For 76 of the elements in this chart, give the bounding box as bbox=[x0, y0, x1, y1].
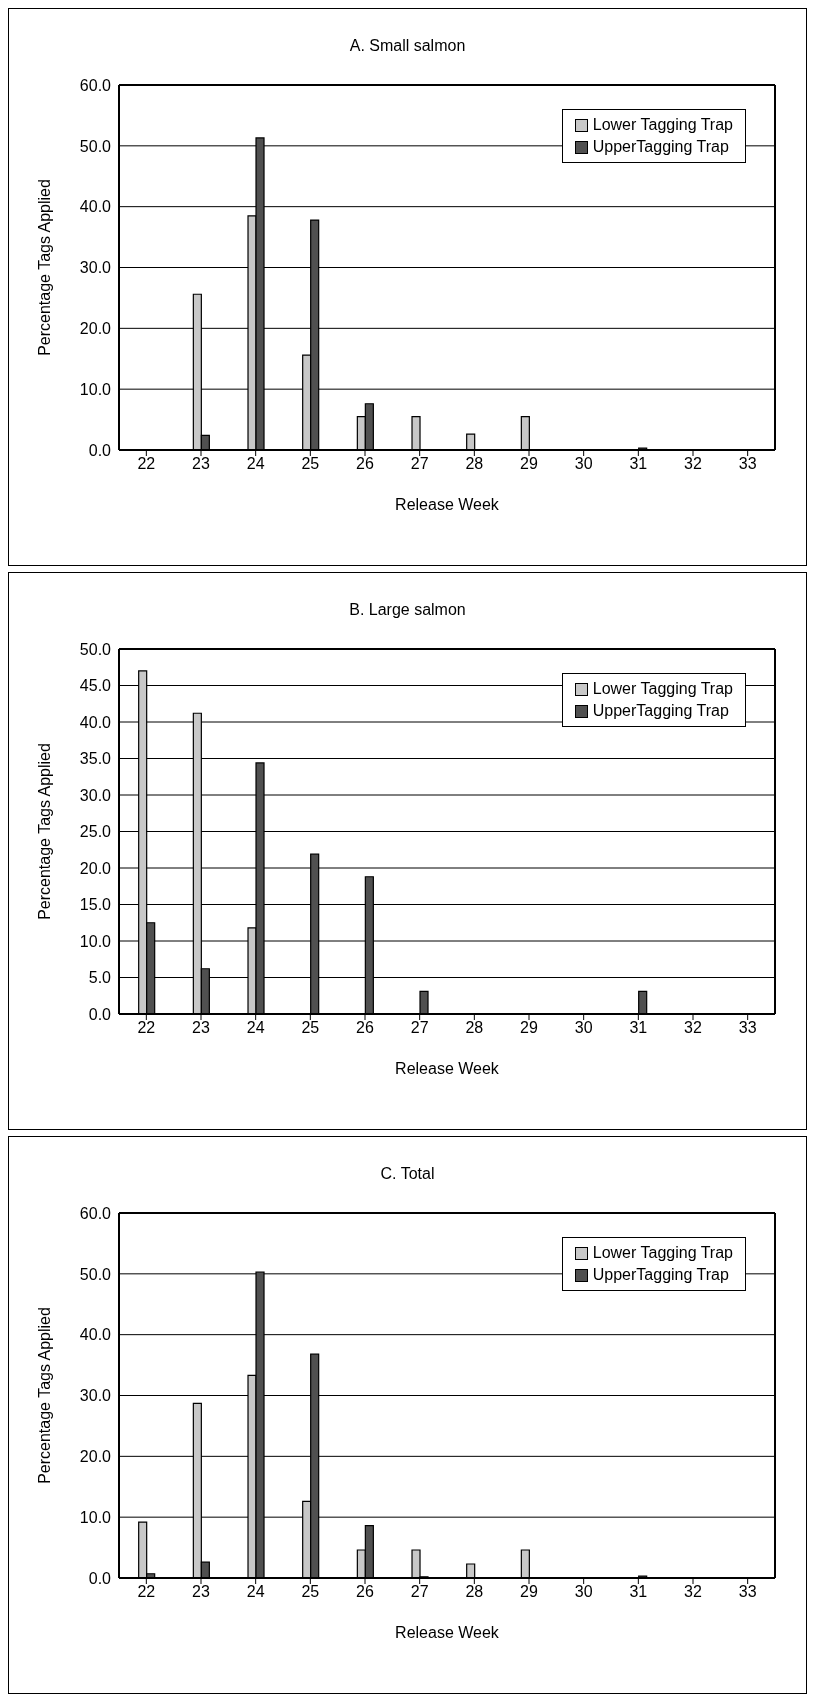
x-tick-label: 25 bbox=[301, 1019, 320, 1037]
y-tick-label: 10.0 bbox=[79, 932, 112, 950]
x-tick-label: 26 bbox=[356, 455, 374, 473]
y-tick-label: 50.0 bbox=[79, 640, 112, 658]
legend-label: Lower Tagging Trap bbox=[592, 679, 733, 699]
x-tick-label: 23 bbox=[192, 1583, 210, 1601]
legend-label: UpperTagging Trap bbox=[592, 701, 729, 721]
x-tick-label: 30 bbox=[574, 1583, 593, 1601]
y-tick-label: 45.0 bbox=[79, 677, 112, 695]
x-tick-label: 26 bbox=[356, 1019, 374, 1037]
y-tick-label: 50.0 bbox=[79, 1265, 112, 1283]
x-tick-label: 33 bbox=[738, 1583, 757, 1601]
y-tick-label: 30.0 bbox=[79, 259, 112, 277]
x-tick-label: 24 bbox=[246, 1583, 265, 1601]
chart-title: A. Small salmon bbox=[348, 37, 467, 55]
y-tick-label: 20.0 bbox=[79, 1448, 112, 1466]
x-tick-label: 31 bbox=[629, 1019, 648, 1037]
y-tick-label: 40.0 bbox=[79, 1326, 112, 1344]
y-tick-label: 0.0 bbox=[88, 441, 112, 459]
chart-title: C. Total bbox=[379, 1165, 436, 1183]
x-tick-label: 28 bbox=[465, 1019, 484, 1037]
y-tick-label: 35.0 bbox=[79, 750, 112, 768]
x-tick-label: 32 bbox=[684, 1019, 702, 1037]
x-tick-label: 22 bbox=[137, 1019, 156, 1037]
x-tick-label: 28 bbox=[465, 1583, 484, 1601]
y-tick-label: 0.0 bbox=[88, 1569, 112, 1587]
x-tick-label: 24 bbox=[246, 455, 265, 473]
y-tick-label: 20.0 bbox=[79, 859, 112, 877]
legend-label: Lower Tagging Trap bbox=[592, 115, 733, 135]
x-tick-label: 27 bbox=[410, 1019, 429, 1037]
x-tick-label: 33 bbox=[738, 455, 757, 473]
legend-label: Lower Tagging Trap bbox=[592, 1243, 733, 1263]
legend-label: UpperTagging Trap bbox=[592, 1265, 729, 1285]
x-axis-title: Release Week bbox=[395, 496, 500, 513]
y-tick-label: 10.0 bbox=[79, 1508, 112, 1526]
y-tick-label: 20.0 bbox=[79, 320, 112, 338]
chart-title: B. Large salmon bbox=[348, 601, 467, 619]
x-tick-label: 31 bbox=[629, 455, 648, 473]
y-tick-label: 30.0 bbox=[79, 1387, 112, 1405]
y-tick-label: 40.0 bbox=[79, 198, 112, 216]
x-tick-label: 32 bbox=[684, 1583, 702, 1601]
y-tick-label: 40.0 bbox=[79, 713, 112, 731]
x-tick-label: 29 bbox=[520, 1019, 538, 1037]
x-tick-label: 27 bbox=[410, 455, 429, 473]
x-axis-title: Release Week bbox=[395, 1060, 500, 1077]
x-tick-label: 27 bbox=[410, 1583, 429, 1601]
y-tick-label: 10.0 bbox=[79, 380, 112, 398]
y-axis-title: Percentage Tags Applied bbox=[35, 743, 53, 920]
legend-label: UpperTagging Trap bbox=[592, 137, 729, 157]
x-tick-label: 22 bbox=[137, 455, 156, 473]
y-tick-label: 15.0 bbox=[79, 896, 112, 914]
y-tick-label: 60.0 bbox=[79, 1204, 112, 1222]
x-tick-label: 25 bbox=[301, 455, 320, 473]
y-axis-title: Percentage Tags Applied bbox=[35, 179, 53, 356]
x-tick-label: 28 bbox=[465, 455, 484, 473]
x-tick-label: 31 bbox=[629, 1583, 648, 1601]
y-tick-label: 30.0 bbox=[79, 786, 112, 804]
y-tick-label: 50.0 bbox=[79, 137, 112, 155]
x-tick-label: 26 bbox=[356, 1583, 374, 1601]
y-tick-label: 5.0 bbox=[88, 969, 112, 987]
y-tick-label: 0.0 bbox=[88, 1005, 112, 1023]
x-tick-label: 22 bbox=[137, 1583, 156, 1601]
x-tick-label: 24 bbox=[246, 1019, 265, 1037]
x-tick-label: 32 bbox=[684, 455, 702, 473]
x-tick-label: 30 bbox=[574, 455, 593, 473]
x-tick-label: 25 bbox=[301, 1583, 320, 1601]
x-tick-label: 33 bbox=[738, 1019, 757, 1037]
x-tick-label: 23 bbox=[192, 455, 210, 473]
x-tick-label: 23 bbox=[192, 1019, 210, 1037]
y-tick-label: 25.0 bbox=[79, 823, 112, 841]
x-tick-label: 30 bbox=[574, 1019, 593, 1037]
y-tick-label: 60.0 bbox=[79, 76, 112, 94]
x-tick-label: 29 bbox=[520, 455, 538, 473]
x-axis-title: Release Week bbox=[395, 1624, 500, 1641]
x-tick-label: 29 bbox=[520, 1583, 538, 1601]
y-axis-title: Percentage Tags Applied bbox=[35, 1307, 53, 1484]
